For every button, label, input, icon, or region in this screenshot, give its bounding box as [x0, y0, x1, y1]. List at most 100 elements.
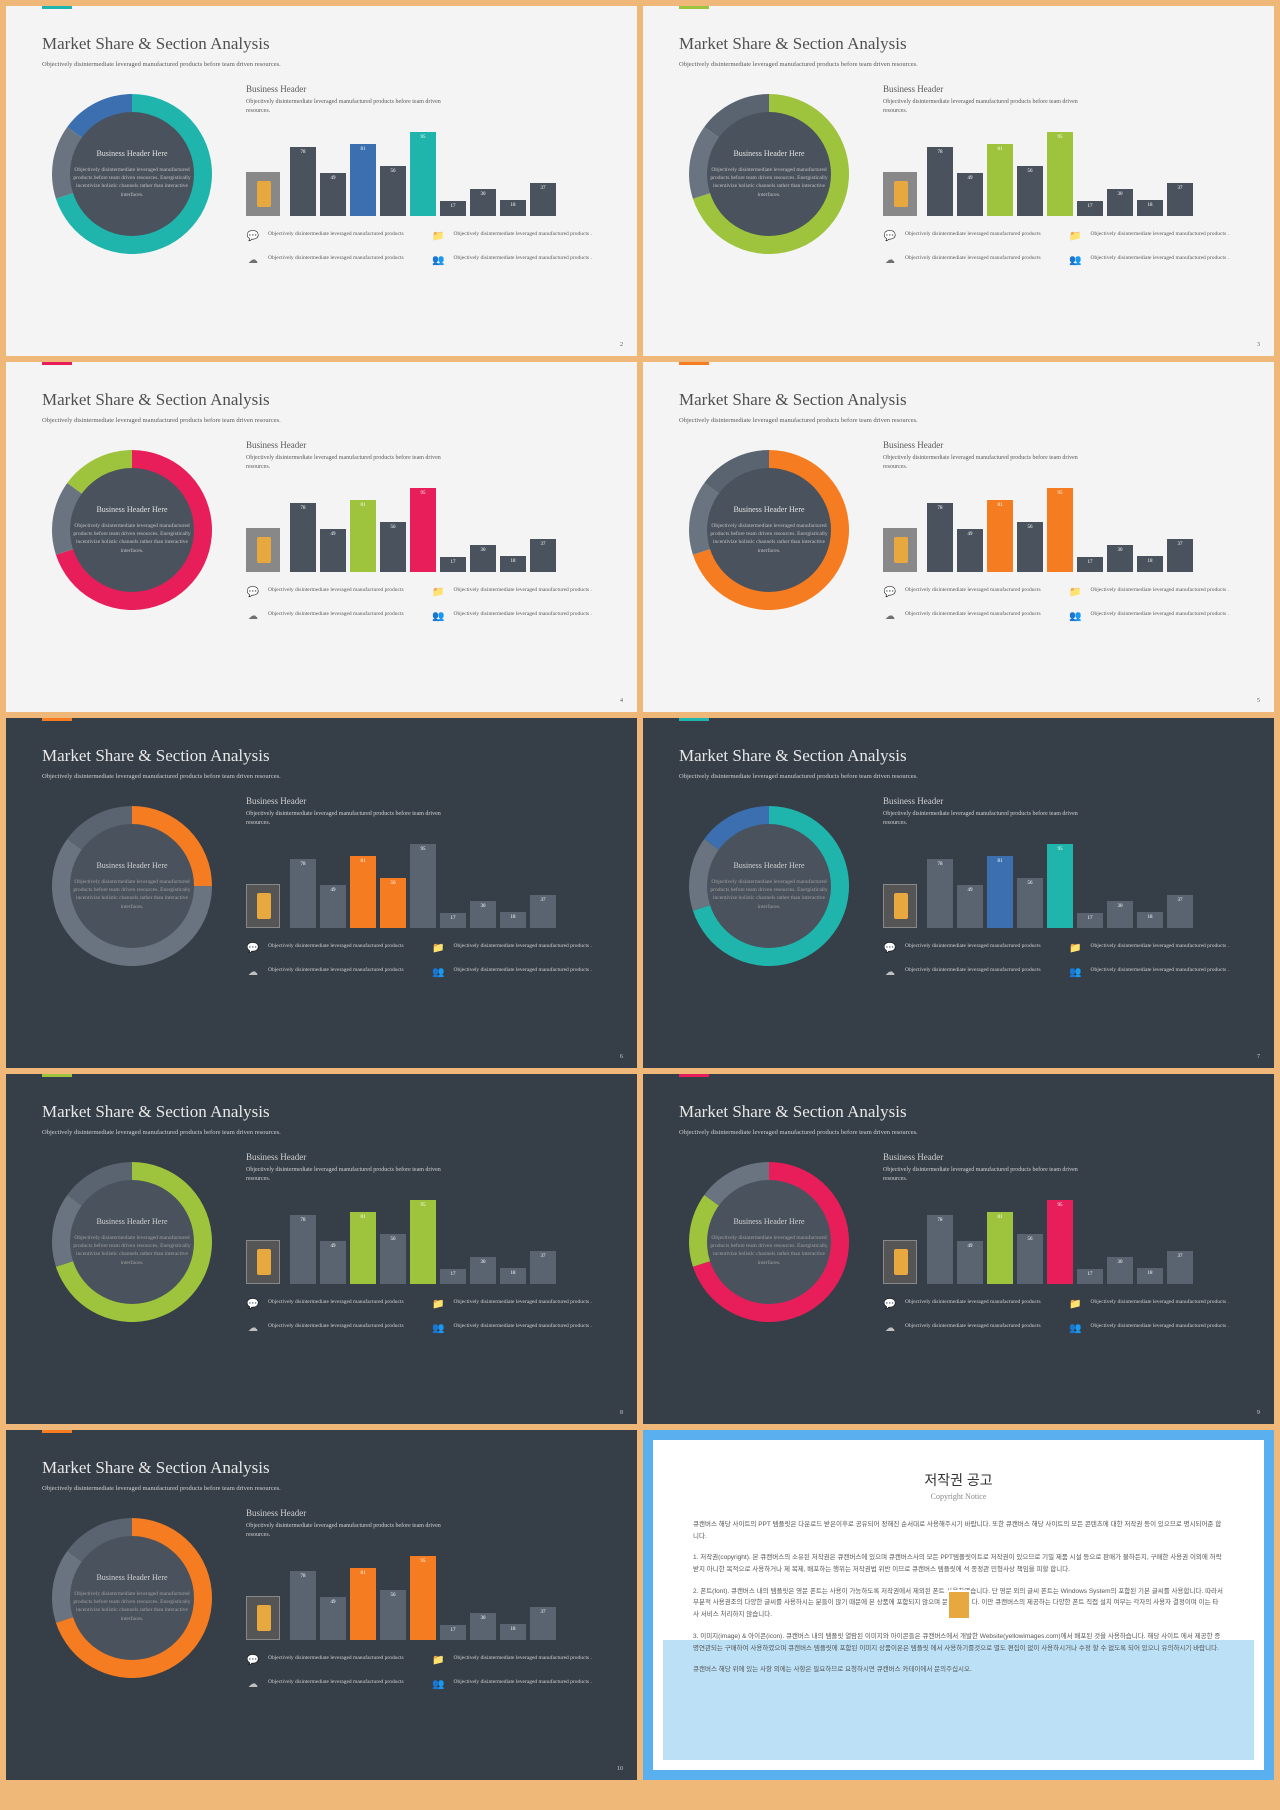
slide-title: Market Share & Section Analysis [42, 34, 601, 54]
donut-chart: Business Header Here Objectively disinte… [42, 1152, 222, 1332]
slide-subtitle: Objectively disintermediate leveraged ma… [679, 772, 939, 782]
feature-text: Objectively disintermediate leveraged ma… [454, 1298, 592, 1306]
feature-text: Objectively disintermediate leveraged ma… [905, 254, 1041, 262]
feature-2: ☁ Objectively disintermediate leveraged … [883, 254, 1053, 268]
bar-0: 78 [290, 1571, 316, 1640]
donut-text: Objectively disintermediate leveraged ma… [704, 878, 834, 911]
logo-watermark [947, 1590, 971, 1620]
feature-0: 💬 Objectively disintermediate leveraged … [883, 230, 1053, 244]
feature-1: 📁 Objectively disintermediate leveraged … [432, 1654, 602, 1668]
bar-chart: 784981569517301837 [883, 126, 1238, 216]
bar-6: 30 [470, 901, 496, 927]
slide: Market Share & Section Analysis Objectiv… [6, 718, 637, 1068]
copyright-title: 저작권 공고 [693, 1470, 1224, 1490]
donut-text: Objectively disintermediate leveraged ma… [704, 166, 834, 199]
feature-icon-2: ☁ [246, 254, 260, 268]
slide-subtitle: Objectively disintermediate leveraged ma… [679, 416, 939, 426]
feature-icon-2: ☁ [883, 966, 897, 980]
bar-2: 81 [987, 500, 1013, 571]
feature-text: Objectively disintermediate leveraged ma… [454, 610, 592, 618]
feature-1: 📁 Objectively disintermediate leveraged … [1069, 586, 1239, 600]
feature-0: 💬 Objectively disintermediate leveraged … [883, 1298, 1053, 1312]
feature-text: Objectively disintermediate leveraged ma… [1091, 586, 1229, 594]
feature-2: ☁ Objectively disintermediate leveraged … [246, 966, 416, 980]
bar-2: 81 [987, 856, 1013, 927]
feature-text: Objectively disintermediate leveraged ma… [1091, 1322, 1229, 1330]
slide-title: Market Share & Section Analysis [679, 34, 1238, 54]
feature-text: Objectively disintermediate leveraged ma… [454, 966, 592, 974]
donut-title: Business Header Here [704, 505, 834, 514]
donut-title: Business Header Here [67, 1217, 197, 1226]
bar-chart: 784981569517301837 [246, 838, 601, 928]
bar-5: 17 [440, 1269, 466, 1284]
slide-subtitle: Objectively disintermediate leveraged ma… [679, 60, 939, 70]
bar-8: 37 [1167, 183, 1193, 216]
donut-chart: Business Header Here Objectively disinte… [679, 84, 859, 264]
bar-3: 56 [1017, 522, 1043, 571]
feature-text: Objectively disintermediate leveraged ma… [454, 1322, 592, 1330]
feature-2: ☁ Objectively disintermediate leveraged … [883, 1322, 1053, 1336]
feature-1: 📁 Objectively disintermediate leveraged … [432, 230, 602, 244]
donut-chart: Business Header Here Objectively disinte… [42, 796, 222, 976]
accent-bar [42, 362, 72, 365]
feature-icon-3: 👥 [432, 610, 446, 624]
slide: Market Share & Section Analysis Objectiv… [6, 1074, 637, 1424]
bar-2: 81 [350, 856, 376, 927]
feature-icon-0: 💬 [883, 942, 897, 956]
bar-5: 17 [440, 913, 466, 928]
feature-3: 👥 Objectively disintermediate leveraged … [1069, 966, 1239, 980]
feature-2: ☁ Objectively disintermediate leveraged … [883, 610, 1053, 624]
donut-chart: Business Header Here Objectively disinte… [679, 796, 859, 976]
feature-text: Objectively disintermediate leveraged ma… [268, 230, 404, 238]
accent-bar [42, 718, 72, 721]
bar-6: 30 [470, 1613, 496, 1639]
slide-title: Market Share & Section Analysis [679, 390, 1238, 410]
feature-grid: 💬 Objectively disintermediate leveraged … [883, 586, 1238, 624]
bar-chart: 784981569517301837 [883, 838, 1238, 928]
page-number: 7 [1257, 1054, 1260, 1060]
copyright-slide: 저작권 공고 Copyright Notice 큐캔버스 해당 사이트의 PPT… [643, 1430, 1274, 1780]
feature-text: Objectively disintermediate leveraged ma… [905, 942, 1041, 950]
business-header-sub: Objectively disintermediate leveraged ma… [246, 98, 446, 116]
slide-subtitle: Objectively disintermediate leveraged ma… [42, 60, 302, 70]
bar-5: 17 [440, 557, 466, 572]
chart-image-placeholder [883, 528, 917, 572]
feature-icon-3: 👥 [1069, 254, 1083, 268]
feature-icon-3: 👥 [1069, 1322, 1083, 1336]
business-header: Business Header [246, 796, 601, 806]
feature-text: Objectively disintermediate leveraged ma… [454, 942, 592, 950]
bar-3: 56 [380, 878, 406, 927]
feature-icon-2: ☁ [883, 610, 897, 624]
feature-icon-0: 💬 [246, 586, 260, 600]
feature-1: 📁 Objectively disintermediate leveraged … [432, 942, 602, 956]
feature-text: Objectively disintermediate leveraged ma… [905, 586, 1041, 594]
feature-text: Objectively disintermediate leveraged ma… [1091, 254, 1229, 262]
bar-0: 78 [290, 1215, 316, 1284]
donut-text: Objectively disintermediate leveraged ma… [704, 522, 834, 555]
business-header: Business Header [883, 1152, 1238, 1162]
donut-title: Business Header Here [67, 861, 197, 870]
business-header: Business Header [883, 440, 1238, 450]
feature-icon-0: 💬 [883, 1298, 897, 1312]
business-header-sub: Objectively disintermediate leveraged ma… [246, 810, 446, 828]
feature-grid: 💬 Objectively disintermediate leveraged … [883, 942, 1238, 980]
feature-2: ☁ Objectively disintermediate leveraged … [883, 966, 1053, 980]
feature-grid: 💬 Objectively disintermediate leveraged … [883, 1298, 1238, 1336]
bar-5: 17 [440, 1625, 466, 1640]
feature-icon-1: 📁 [432, 942, 446, 956]
bar-6: 30 [1107, 1257, 1133, 1283]
bar-5: 17 [440, 201, 466, 216]
bar-7: 18 [1137, 200, 1163, 216]
feature-icon-0: 💬 [246, 1298, 260, 1312]
feature-icon-0: 💬 [246, 1654, 260, 1668]
donut-chart: Business Header Here Objectively disinte… [42, 1508, 222, 1688]
bar-2: 81 [350, 144, 376, 215]
feature-icon-1: 📁 [1069, 230, 1083, 244]
feature-text: Objectively disintermediate leveraged ma… [268, 1654, 404, 1662]
feature-icon-1: 📁 [1069, 586, 1083, 600]
slide: Market Share & Section Analysis Objectiv… [643, 6, 1274, 356]
feature-text: Objectively disintermediate leveraged ma… [1091, 966, 1229, 974]
slide-title: Market Share & Section Analysis [42, 1102, 601, 1122]
slide-subtitle: Objectively disintermediate leveraged ma… [42, 772, 302, 782]
feature-grid: 💬 Objectively disintermediate leveraged … [246, 1298, 601, 1336]
